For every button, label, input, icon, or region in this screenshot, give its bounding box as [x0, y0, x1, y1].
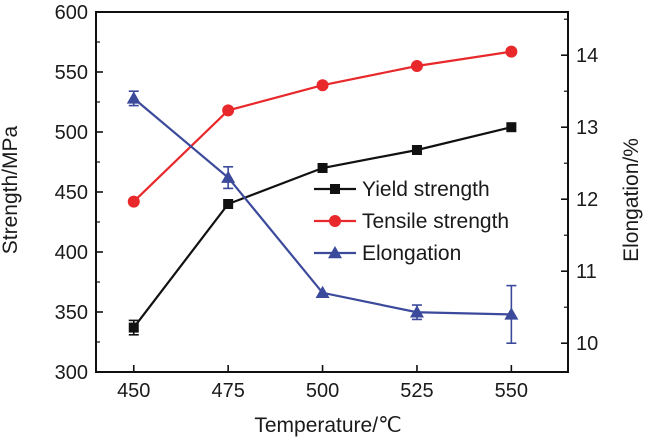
x-tick-label: 500 [306, 380, 339, 402]
series-yield-strength [128, 122, 517, 336]
series-tensile-strength [127, 45, 518, 208]
data-point-tensile-strength [222, 104, 235, 117]
y-right-tick-label: 12 [576, 189, 598, 211]
y-left-tick-label: 600 [55, 2, 88, 24]
x-tick-label: 525 [400, 380, 433, 402]
y-axis-right-title: Elongation/% [620, 138, 643, 262]
x-tick-label: 475 [211, 380, 244, 402]
legend-label-tensile-strength: Tensile strength [362, 210, 509, 233]
y-left-tick-label: 350 [55, 302, 88, 324]
legend-marker-tensile-strength [329, 215, 341, 227]
data-point-yield-strength [411, 145, 422, 155]
y-right-tick-label: 13 [576, 117, 598, 139]
y-left-tick-label: 400 [55, 242, 88, 264]
data-point-yield-strength [317, 163, 328, 173]
data-point-yield-strength [506, 122, 517, 133]
legend-label-yield-strength: Yield strength [362, 178, 490, 201]
x-tick-label: 450 [117, 380, 150, 402]
legend: Yield strength Tensile strength Elongation [314, 178, 509, 265]
legend-marker-yield-strength [330, 184, 340, 194]
series-elongation [126, 90, 519, 345]
x-axis-title: Temperature/℃ [254, 414, 401, 437]
data-point-elongation [409, 305, 424, 318]
y-axis-left-title: Strength/MPa [0, 125, 22, 254]
series-layer [126, 45, 519, 345]
series-line-elongation [133, 97, 512, 316]
x-tick-label: 550 [495, 380, 528, 402]
y-left-tick-label: 500 [55, 122, 88, 144]
axis-ticks: 450 475 500 525 550 300 350 400 450 500 550 600 10 11… [55, 2, 599, 402]
legend-marker-elongation [328, 246, 342, 259]
legend-label-elongation: Elongation [362, 242, 461, 265]
data-point-tensile-strength [127, 195, 140, 208]
y-right-tick-label: 11 [576, 261, 597, 283]
data-point-elongation [221, 170, 236, 183]
data-point-elongation [126, 91, 141, 104]
data-point-yield-strength [223, 199, 234, 209]
data-point-tensile-strength [316, 79, 329, 92]
y-left-tick-label: 550 [55, 62, 88, 84]
data-point-tensile-strength [410, 60, 423, 72]
y-left-tick-label: 300 [55, 362, 88, 384]
y-left-tick-label: 450 [55, 182, 88, 204]
data-point-yield-strength [128, 322, 139, 333]
data-point-elongation [504, 307, 519, 320]
y-right-tick-label: 14 [576, 45, 598, 67]
data-point-tensile-strength [505, 45, 518, 58]
y-right-tick-label: 10 [576, 333, 598, 355]
data-point-elongation [315, 285, 330, 299]
